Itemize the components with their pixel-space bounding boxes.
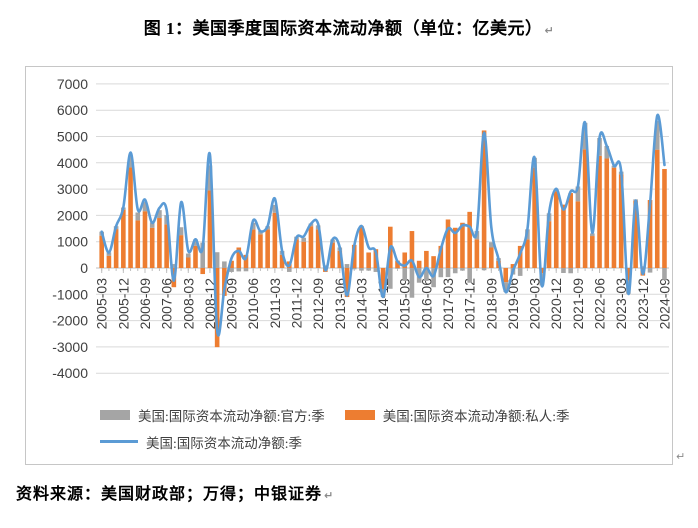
svg-text:2020-12: 2020-12 — [548, 278, 564, 330]
official-series-swatch-icon — [100, 409, 130, 420]
svg-text:2023-12: 2023-12 — [635, 278, 651, 330]
svg-text:2021-09: 2021-09 — [570, 278, 586, 330]
svg-text:2010-06: 2010-06 — [245, 278, 261, 330]
chart-frame: 7000 6000 5000 4000 3000 2000 1000 0 -1000 -2000 -… — [25, 66, 673, 465]
svg-text:6000: 6000 — [57, 102, 88, 118]
svg-text:2017-03: 2017-03 — [440, 278, 456, 330]
svg-text:2012-09: 2012-09 — [310, 278, 326, 330]
svg-text:-3000: -3000 — [52, 339, 88, 355]
svg-text:2011-12: 2011-12 — [289, 278, 305, 329]
svg-text:2019-06: 2019-06 — [505, 278, 521, 330]
svg-text:3000: 3000 — [57, 181, 88, 197]
figure-title: 图 1：美国季度国际资本流动净额（单位：亿美元） ↵ — [0, 14, 698, 39]
legend-row-2: 美国:国际资本流动净额:季 — [100, 428, 660, 455]
svg-text:2005-03: 2005-03 — [94, 278, 110, 330]
svg-text:2018-09: 2018-09 — [483, 278, 499, 330]
svg-text:2005-12: 2005-12 — [115, 278, 131, 330]
private-series-swatch-icon — [344, 409, 375, 420]
chart-legend: 美国:国际资本流动净额:官方:季 美国:国际资本流动净额:私人:季 美国:国际资… — [100, 401, 660, 455]
paragraph-mark-icon: ↵ — [544, 23, 555, 37]
svg-text:5000: 5000 — [57, 129, 88, 145]
svg-text:0: 0 — [80, 260, 88, 276]
figure-title-text: 图 1：美国季度国际资本流动净额（单位：亿美元） — [143, 19, 543, 38]
legend-label-private: 美国:国际资本流动净额:私人:季 — [382, 408, 570, 424]
svg-text:2013-06: 2013-06 — [332, 278, 348, 330]
paragraph-mark-icon: ↵ — [676, 450, 686, 463]
svg-text:2000: 2000 — [57, 207, 88, 223]
legend-item-total: 美国:国际资本流动净额:季 — [100, 432, 302, 452]
svg-text:2023-03: 2023-03 — [613, 278, 629, 330]
source-note-text: 资料来源：美国财政部；万得；中银证券 — [16, 486, 323, 503]
y-axis-labels: 7000 6000 5000 4000 3000 2000 1000 0 -1000 -2000 -… — [52, 76, 88, 381]
total-series-swatch-icon — [100, 440, 138, 443]
x-axis-labels: 2005-03 2005-12 2006-09 2007-06 2008-03 2008-… — [94, 278, 672, 330]
svg-text:2016-06: 2016-06 — [418, 278, 434, 330]
total-line — [100, 114, 666, 337]
bars — [99, 120, 667, 348]
legend-label-total: 美国:国际资本流动净额:季 — [146, 435, 303, 451]
capital-flows-chart: 7000 6000 5000 4000 3000 2000 1000 0 -1000 -2000 -… — [52, 76, 672, 381]
svg-text:2017-12: 2017-12 — [462, 278, 478, 330]
svg-text:2011-03: 2011-03 — [267, 278, 283, 329]
svg-text:-4000: -4000 — [52, 365, 88, 381]
svg-text:2014-03: 2014-03 — [353, 278, 369, 330]
legend-item-official: 美国:国际资本流动净额:官方:季 — [100, 405, 325, 425]
svg-text:2020-03: 2020-03 — [527, 278, 543, 330]
svg-text:-1000: -1000 — [52, 286, 88, 302]
svg-text:2024-09: 2024-09 — [656, 278, 672, 330]
svg-text:2015-09: 2015-09 — [397, 278, 413, 330]
svg-text:2008-03: 2008-03 — [180, 278, 196, 330]
legend-row-1: 美国:国际资本流动净额:官方:季 美国:国际资本流动净额:私人:季 — [100, 401, 660, 428]
svg-text:7000: 7000 — [57, 76, 88, 92]
svg-text:2022-06: 2022-06 — [592, 278, 608, 330]
legend-item-private: 美国:国际资本流动净额:私人:季 — [344, 405, 570, 425]
svg-text:1000: 1000 — [57, 234, 88, 250]
svg-text:4000: 4000 — [57, 155, 88, 171]
source-note: 资料来源：美国财政部；万得；中银证券 ↵ — [16, 480, 334, 504]
svg-text:-2000: -2000 — [52, 313, 88, 329]
svg-text:2009-09: 2009-09 — [224, 278, 240, 330]
legend-label-official: 美国:国际资本流动净额:官方:季 — [138, 408, 325, 424]
svg-text:2006-09: 2006-09 — [137, 278, 153, 330]
svg-text:2014-12: 2014-12 — [375, 278, 391, 330]
paragraph-mark-icon: ↵ — [324, 488, 335, 502]
svg-text:2007-06: 2007-06 — [159, 278, 175, 330]
